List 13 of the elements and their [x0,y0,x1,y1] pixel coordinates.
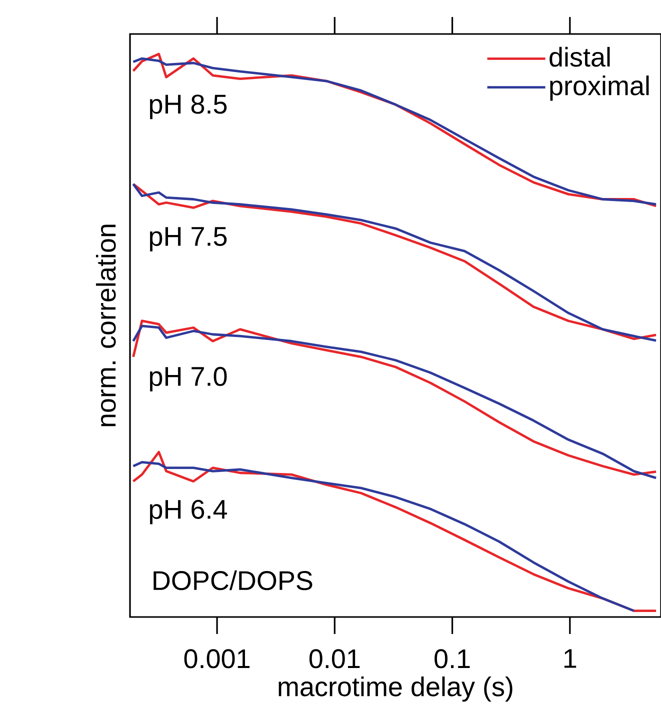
x-tick-label: 0.001 [184,649,250,668]
x-tick-label: 0.1 [434,649,470,668]
x-tick-label: 1 [564,649,576,668]
legend-label: distal [550,46,610,67]
annotation: pH 8.5 [150,94,227,120]
annotation: pH 7.5 [150,227,227,252]
annotation: DOPC/DOPS [154,570,312,590]
x-tick-label: 0.01 [309,649,360,668]
annotation: pH 6.4 [150,500,227,524]
annotation: pH 7.0 [150,366,227,392]
legend-label: proximal [550,76,649,101]
x-axis-title: macrotime delay (s) [278,676,512,702]
y-axis-title: norm. correlation [96,224,116,426]
